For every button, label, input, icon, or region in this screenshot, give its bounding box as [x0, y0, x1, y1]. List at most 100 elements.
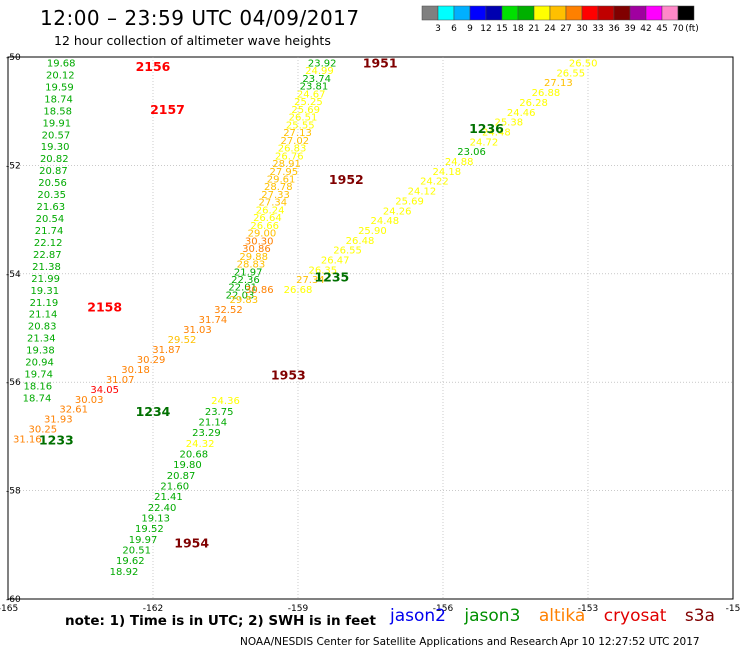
wave-height-label: 19.52 [135, 524, 164, 535]
satellite-altika: altika [538, 606, 586, 626]
legend-tick-label: 42 [640, 24, 651, 34]
legend-tick-label: 39 [624, 24, 636, 34]
satellite-jason3: jason3 [464, 606, 521, 626]
wave-height-label: 26.51 [289, 113, 318, 124]
map-title: 12:00 – 23:59 UTC 04/09/2017 [40, 6, 360, 30]
wave-height-label: 30.03 [75, 395, 104, 406]
wave-height-label: 25.38 [494, 118, 523, 129]
wave-height-label: 28.91 [272, 159, 301, 170]
wave-height-label: 20.51 [122, 546, 151, 557]
legend-swatch [677, 5, 695, 21]
wave-height-label: 20.94 [25, 358, 54, 369]
wave-height-label: 22.01 [228, 283, 257, 294]
legend-tick-label: 6 [451, 24, 457, 34]
pass-time-label: 2157 [150, 102, 185, 117]
wave-height-label: 21.38 [32, 262, 61, 273]
wave-height-label: 26.88 [532, 88, 561, 99]
wave-height-label: 26.64 [253, 213, 282, 224]
wave-height-label: 31.07 [106, 375, 135, 386]
wave-height-label: 27.02 [280, 136, 309, 147]
wave-height-label: 24.99 [305, 66, 334, 77]
map-subtitle: 12 hour collection of altimeter wave hei… [54, 33, 331, 48]
wave-height-label: 29.83 [230, 295, 259, 306]
pass-time-label: 1951 [363, 56, 398, 71]
wave-height-label: 23.81 [300, 82, 329, 93]
wave-height-label: 24.48 [482, 127, 511, 138]
wave-height-label: 22.40 [148, 503, 177, 514]
wave-height-label: 24.72 [470, 137, 499, 148]
y-tick-label: -60 [6, 595, 21, 605]
wave-height-label: 24.36 [211, 396, 240, 407]
satellite-jason2: jason2 [390, 606, 446, 626]
wave-height-label: 19.31 [30, 286, 59, 297]
legend-tick-label: 18 [512, 24, 524, 34]
wave-height-label: 32.61 [59, 405, 88, 416]
wave-height-label: 30.30 [245, 236, 274, 247]
wave-height-label: 20.87 [167, 471, 196, 482]
wave-height-label: 26.47 [321, 256, 350, 267]
wave-height-label: 26.35 [308, 265, 337, 276]
wave-height-label: 28.83 [237, 260, 266, 271]
wave-height-label: 24.26 [383, 206, 412, 217]
wave-height-label: 26.48 [346, 236, 375, 247]
wave-height-label: 19.68 [47, 59, 76, 70]
wave-height-label: 19.13 [141, 514, 170, 525]
wave-height-label: 26.24 [256, 205, 285, 216]
wave-height-label: 20.83 [28, 322, 57, 333]
wave-height-label: 26.68 [284, 285, 313, 296]
wave-height-label: 20.57 [42, 130, 71, 141]
wave-height-label: 26.83 [278, 144, 307, 155]
wave-height-label: 30.29 [137, 355, 166, 366]
wave-height-label: 18.74 [44, 94, 73, 105]
wave-height-label: 25.69 [291, 105, 320, 116]
wave-height-label: 26.28 [519, 98, 548, 109]
wave-height-label: 22.36 [231, 275, 260, 286]
wave-height-label: 20.12 [46, 70, 75, 81]
wave-height-label: 31.74 [199, 315, 228, 326]
pass-time-label: 1236 [469, 121, 504, 136]
pass-time-label: 1954 [174, 536, 209, 551]
credit-line: NOAA/NESDIS Center for Satellite Applica… [240, 636, 558, 648]
wave-height-label: 24.48 [370, 216, 399, 227]
legend-tick-label: 9 [467, 24, 473, 34]
wave-height-label: 23.06 [457, 147, 486, 158]
pass-time-label: 2156 [136, 59, 171, 74]
wave-height-label: 28.78 [264, 182, 293, 193]
legend-tick-label: 15 [496, 24, 507, 34]
wave-height-label: 21.41 [154, 492, 183, 503]
wave-height-label: 27.33 [261, 190, 290, 201]
x-tick-label: -159 [288, 604, 309, 614]
wave-height-label: 18.92 [110, 567, 139, 578]
wave-height-label: 19.62 [116, 556, 145, 567]
wave-height-label: 20.82 [40, 154, 69, 165]
wave-height-label: 27.13 [283, 128, 312, 139]
pass-time-label: 1953 [271, 368, 306, 383]
wave-height-label: 19.59 [45, 82, 74, 93]
generated-timestamp: Apr 10 12:27:52 UTC 2017 [560, 636, 700, 648]
pass-time-label: 1234 [136, 404, 171, 419]
wave-height-label: 22.03 [226, 290, 255, 301]
wave-height-label: 21.63 [36, 202, 65, 213]
wave-height-label: 20.54 [36, 214, 65, 225]
wave-height-label: 21.19 [30, 298, 59, 309]
legend-tick-label: 30 [576, 24, 588, 34]
wave-height-label: 24.67 [297, 89, 326, 100]
wave-height-label: 21.97 [234, 267, 263, 278]
wave-height-label: 31.93 [44, 415, 73, 426]
pass-time-label: 1952 [329, 172, 364, 187]
y-tick-label: -50 [6, 53, 21, 63]
wave-height-label: 22.87 [33, 250, 62, 261]
wave-height-label: 26.50 [569, 59, 598, 70]
wave-height-label: 19.91 [43, 118, 72, 129]
wave-height-label: 26.55 [556, 68, 585, 79]
wave-height-label: 29.61 [267, 174, 296, 185]
wave-height-label: 18.74 [23, 393, 52, 404]
wave-height-label: 23.75 [205, 407, 234, 418]
wave-height-label: 30.86 [245, 285, 274, 296]
wave-height-label: 24.18 [432, 167, 461, 178]
wave-height-label: 25.25 [294, 97, 323, 108]
wave-height-label: 21.14 [198, 418, 227, 429]
wave-height-label: 27.34 [259, 198, 288, 209]
y-tick-label: -56 [6, 378, 21, 388]
